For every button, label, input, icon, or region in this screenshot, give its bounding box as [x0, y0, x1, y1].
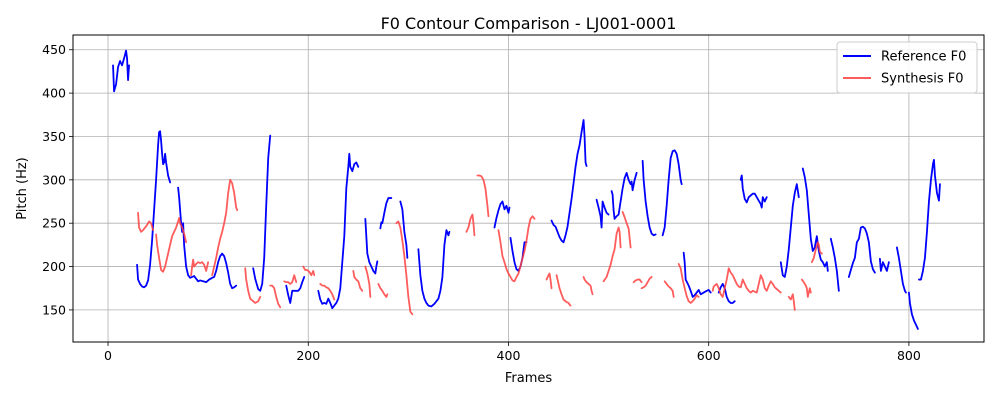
synthesis-f0-segment — [364, 265, 372, 298]
y-tick-label: 250 — [42, 216, 66, 231]
reference-f0-segment — [682, 251, 712, 298]
reference-f0-segment — [399, 200, 409, 259]
synthesis-f0-segment — [810, 241, 823, 264]
synthesis-f0-segment — [621, 211, 632, 249]
reference-f0-segment — [610, 171, 638, 220]
synthesis-f0-segment — [497, 215, 536, 283]
reference-f0-segment — [112, 49, 130, 93]
reference-f0-segment — [739, 174, 768, 209]
synthesis-f0-segment — [302, 265, 316, 277]
synthesis-f0-segment — [545, 272, 553, 290]
synthesis-f0-segment — [677, 263, 700, 304]
synthesis-f0-segment — [190, 258, 210, 277]
y-tick-label: 150 — [42, 302, 66, 317]
plot-frame — [72, 34, 985, 343]
x-tick-label: 200 — [296, 348, 320, 363]
reference-f0-segment — [918, 158, 941, 281]
reference-f0-segment — [136, 130, 172, 289]
synthesis-f0-segment — [632, 278, 643, 284]
synthesis-f0-segment — [711, 267, 782, 298]
reference-f0-series — [112, 49, 941, 330]
synthesis-f0-segment — [465, 213, 476, 237]
y-tick-label: 200 — [42, 259, 66, 274]
synthesis-f0-segment — [787, 293, 796, 311]
reference-f0-segment — [595, 198, 610, 229]
synthesis-f0-segment — [395, 220, 414, 316]
synthesis-f0-segment — [640, 276, 653, 290]
legend-reference-label: Reference F0 — [881, 50, 966, 65]
synthesis-f0-segment — [155, 217, 188, 273]
x-axis-label: Frames — [505, 371, 553, 386]
reference-f0-segment — [896, 246, 907, 294]
synthesis-f0-segment — [555, 274, 572, 307]
x-tick-label: 400 — [497, 348, 521, 363]
reference-f0-segment — [878, 257, 890, 272]
y-axis-label: Pitch (Hz) — [15, 157, 30, 220]
synthesis-f0-segment — [269, 284, 282, 309]
reference-f0-segment — [177, 186, 238, 290]
reference-f0-segment — [801, 167, 829, 272]
y-tick-label: 400 — [42, 86, 66, 101]
synthesis-f0-segment — [211, 178, 239, 277]
reference-f0-segment — [779, 183, 800, 278]
synthesis-f0-segment — [377, 282, 389, 298]
synthesis-f0-segment — [602, 226, 622, 283]
y-tick-label: 350 — [42, 129, 66, 144]
x-tick-label: 800 — [897, 348, 921, 363]
reference-f0-segment — [829, 237, 840, 292]
y-tick-label: 300 — [42, 172, 66, 187]
synthesis-f0-segment — [137, 211, 154, 233]
reference-f0-segment — [641, 159, 657, 237]
synthesis-f0-segment — [244, 267, 262, 304]
y-tick-label: 450 — [42, 42, 66, 57]
reference-f0-segment — [908, 291, 919, 330]
legend-synthesis-label: Synthesis F0 — [881, 72, 964, 87]
series-lines — [112, 49, 941, 330]
reference-f0-segment — [252, 134, 272, 292]
synthesis-f0-series — [137, 174, 823, 316]
reference-f0-segment — [417, 229, 451, 308]
reference-f0-segment — [379, 197, 393, 230]
reference-f0-segment — [364, 217, 379, 275]
legend-box — [836, 41, 978, 94]
axis-ticks: 0 200 400 600 800 150 200 250 300 350 400 450 — [42, 42, 921, 363]
reference-f0-segment — [717, 282, 736, 304]
synthesis-f0-segment — [283, 274, 298, 285]
x-tick-label: 0 — [104, 348, 112, 363]
reference-f0-segment — [493, 200, 511, 229]
synthesis-f0-segment — [476, 174, 490, 218]
synthesis-f0-segment — [663, 280, 675, 298]
reference-f0-segment — [661, 149, 683, 237]
synthesis-f0-segment — [319, 282, 336, 301]
reference-f0-segment — [847, 225, 876, 278]
legend: Reference F0 Synthesis F0 — [836, 41, 978, 94]
synthesis-f0-segment — [800, 278, 812, 298]
reference-f0-segment — [285, 276, 306, 304]
synthesis-f0-segment — [582, 276, 594, 296]
chart-title: F0 Contour Comparison - LJ001-0001 — [381, 14, 677, 33]
reference-f0-segment — [550, 119, 588, 244]
x-tick-label: 600 — [697, 348, 721, 363]
reference-f0-segment — [317, 152, 360, 310]
synthesis-f0-segment — [352, 269, 364, 292]
